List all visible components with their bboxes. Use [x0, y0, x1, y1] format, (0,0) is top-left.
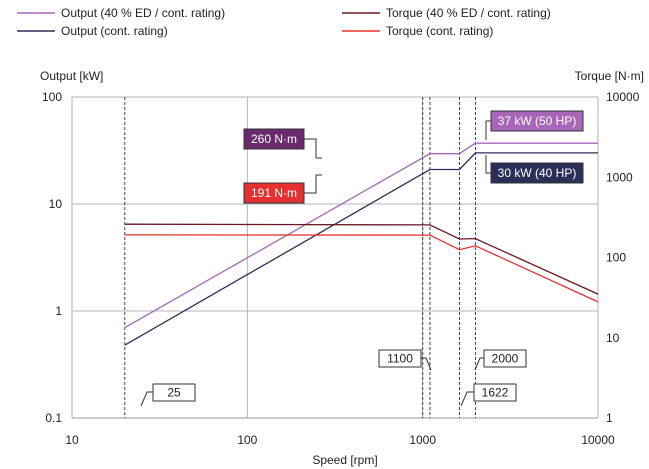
leader-line — [460, 391, 474, 407]
annotation-1100: 1100 — [387, 352, 413, 366]
leader-line — [485, 155, 491, 174]
annotation-37kw: 37 kW (50 HP) — [498, 114, 577, 128]
reference-lines — [124, 97, 476, 418]
leader-line — [421, 357, 432, 371]
x-tick-label: 10000 — [581, 433, 615, 447]
legend-label: Output (cont. rating) — [61, 24, 168, 38]
annotation-25: 25 — [167, 386, 181, 400]
annotation-191: 191 N·m — [251, 186, 297, 200]
annotations: 260 N·m 191 N·m 37 kW (50 HP) 30 kW (40 HP)… — [140, 110, 584, 407]
annotation-2000: 2000 — [492, 352, 519, 366]
leader-line — [485, 120, 491, 140]
leader-line — [140, 391, 153, 407]
series-line — [124, 142, 598, 329]
annotation-1622: 1622 — [482, 386, 509, 400]
y-left-tick-label: 1 — [55, 304, 62, 318]
y-left-tick-label: 0.1 — [45, 411, 62, 425]
x-tick-label: 10 — [65, 433, 79, 447]
leader-line — [474, 357, 484, 371]
x-axis-label: Speed [rpm] — [312, 453, 377, 467]
series-line — [124, 223, 599, 295]
leader-line — [304, 175, 317, 194]
legend-label: Torque (cont. rating) — [386, 24, 493, 38]
series-line — [124, 152, 598, 346]
series-group — [124, 142, 599, 346]
legend: Output (40 % ED / cont. rating) Output (c… — [17, 6, 551, 38]
y-right-tick-label: 1 — [606, 411, 613, 425]
legend-label: Torque (40 % ED / cont. rating) — [386, 6, 551, 20]
x-tick-label: 1000 — [409, 433, 436, 447]
grid — [71, 96, 599, 419]
annotation-30kw: 30 kW (40 HP) — [498, 166, 577, 180]
series-line — [124, 234, 599, 303]
annotation-260: 260 N·m — [251, 132, 297, 146]
y-right-tick-label: 100 — [606, 251, 626, 265]
x-tick-label: 100 — [237, 433, 257, 447]
y-right-axis-label: Torque [N·m] — [575, 69, 644, 83]
y-left-tick-label: 100 — [42, 90, 62, 104]
leader-line — [304, 138, 317, 158]
y-left-tick-label: 10 — [49, 197, 63, 211]
y-right-tick-label: 1000 — [606, 170, 633, 184]
legend-label: Output (40 % ED / cont. rating) — [61, 6, 225, 20]
y-right-tick-label: 10 — [606, 331, 620, 345]
y-left-axis-label: Output [kW] — [40, 69, 103, 83]
y-right-tick-label: 10000 — [606, 90, 640, 104]
axes: 10 100 1000 10000 0.1 1 10 100 1 10 100 1000 10000 Sp… — [40, 69, 644, 467]
